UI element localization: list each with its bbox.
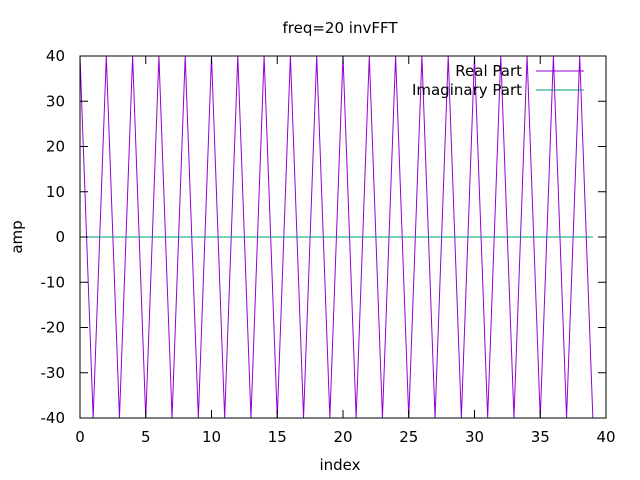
chart-title: freq=20 invFFT — [283, 19, 399, 37]
y-tick-label: -10 — [41, 273, 66, 291]
x-tick-label: 35 — [531, 428, 550, 446]
x-tick-label: 20 — [333, 428, 352, 446]
legend-label-real: Real Part — [455, 62, 522, 80]
y-tick-label: 0 — [55, 228, 65, 246]
y-tick-label: -40 — [41, 409, 66, 427]
x-tick-label: 40 — [596, 428, 615, 446]
x-tick-label: 30 — [465, 428, 484, 446]
y-tick-label: 20 — [46, 138, 65, 156]
y-tick-label: 10 — [46, 183, 65, 201]
x-tick-label: 5 — [141, 428, 151, 446]
x-tick-label: 10 — [202, 428, 221, 446]
y-tick-label: -20 — [41, 319, 66, 337]
y-axis-label: amp — [8, 220, 26, 253]
y-tick-label: 30 — [46, 92, 65, 110]
plot-area — [80, 56, 594, 418]
y-tick-label: -30 — [41, 364, 66, 382]
legend: Real Part Imaginary Part — [412, 62, 584, 99]
y-tick-label: 40 — [46, 47, 65, 65]
y-axis-tick-labels: -40 -30 -20 -10 0 10 20 30 40 — [41, 47, 66, 427]
x-tick-label: 0 — [75, 428, 85, 446]
legend-label-imaginary: Imaginary Part — [412, 81, 522, 99]
x-tick-label: 25 — [399, 428, 418, 446]
x-tick-label: 15 — [268, 428, 287, 446]
x-axis-tick-labels: 0 5 10 15 20 25 30 35 40 — [75, 428, 615, 446]
axis-ticks — [79, 55, 607, 419]
x-axis-label: index — [319, 456, 360, 474]
